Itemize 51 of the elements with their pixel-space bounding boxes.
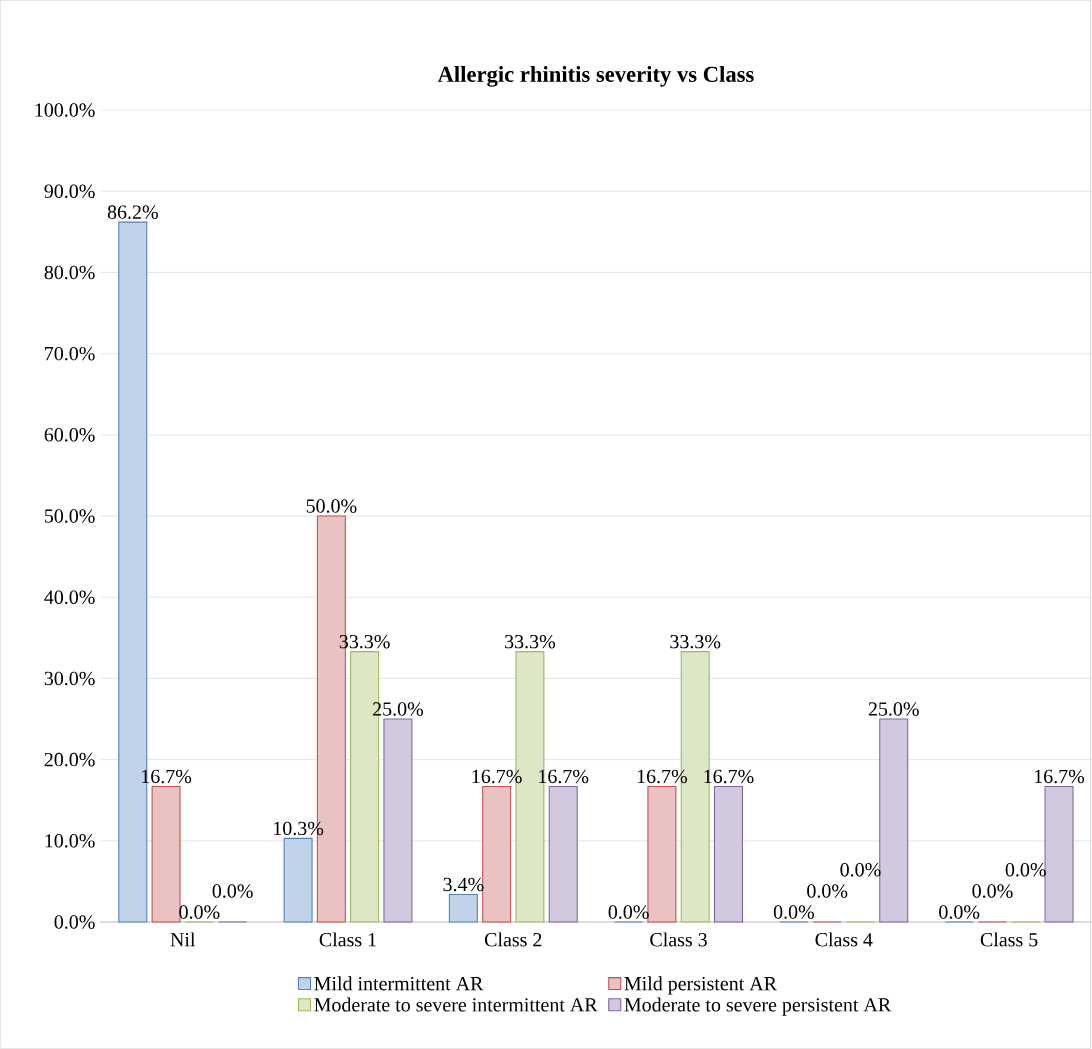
y-tick-label: 10.0% [45, 834, 95, 848]
bar [647, 786, 677, 923]
data-label: 0.0% [1005, 863, 1046, 877]
data-label: 86.2% [107, 205, 158, 220]
data-label: 0.0% [773, 905, 815, 919]
data-label: 33.3% [505, 635, 556, 649]
x-tick-label: Class 2 [484, 932, 542, 947]
y-tick-label: 40.0% [44, 590, 95, 605]
bar [1044, 786, 1074, 923]
legend-label: Moderate to severe persistent AR [624, 997, 892, 1016]
data-label: 0.0% [212, 884, 253, 898]
data-label: 0.0% [179, 905, 220, 919]
legend-label: Moderate to severe intermittent AR [314, 997, 598, 1012]
data-label: 16.7% [472, 769, 522, 784]
data-label: 16.7% [539, 769, 589, 784]
data-label: 16.7% [704, 769, 754, 784]
x-tick-label: Class 5 [980, 932, 1038, 947]
bar [548, 786, 578, 923]
y-tick-label: 0.0% [54, 915, 95, 929]
x-tick-label: Class 3 [650, 932, 707, 947]
data-label: 0.0% [972, 884, 1013, 898]
data-label: 50.0% [306, 499, 357, 513]
legend-label: Mild persistent AR [624, 976, 777, 995]
data-label: 16.7% [637, 769, 688, 784]
y-tick-label: 90.0% [44, 184, 95, 199]
legend-label: Mild intermittent AR [314, 976, 484, 991]
x-tick-label: Class 4 [815, 932, 873, 947]
data-label: 0.0% [840, 863, 881, 877]
x-tick-label: Class 1 [319, 932, 376, 947]
chart-title: Allergic rhinitis severity vs Class [437, 66, 754, 87]
data-label: 0.0% [939, 905, 980, 919]
y-tick-label: 30.0% [44, 671, 95, 686]
bar [482, 786, 512, 923]
y-tick-label: 80.0% [44, 265, 95, 280]
y-tick-label: 70.0% [45, 347, 95, 361]
y-tick-label: 50.0% [44, 509, 95, 523]
y-tick-label: 20.0% [44, 752, 95, 767]
data-label: 33.3% [670, 635, 721, 649]
y-tick-label: 60.0% [44, 428, 95, 442]
bar [383, 718, 413, 923]
data-label: 16.7% [1034, 769, 1085, 784]
data-label: 0.0% [608, 905, 649, 919]
bar [283, 838, 313, 923]
bar [151, 786, 181, 923]
bar [879, 718, 909, 923]
bar [448, 894, 478, 923]
x-tick-label: Nil [170, 932, 196, 947]
data-label: 0.0% [807, 884, 848, 898]
bar [713, 786, 743, 923]
data-label: 25.0% [868, 702, 919, 716]
y-tick-label: 100.0% [35, 103, 95, 117]
